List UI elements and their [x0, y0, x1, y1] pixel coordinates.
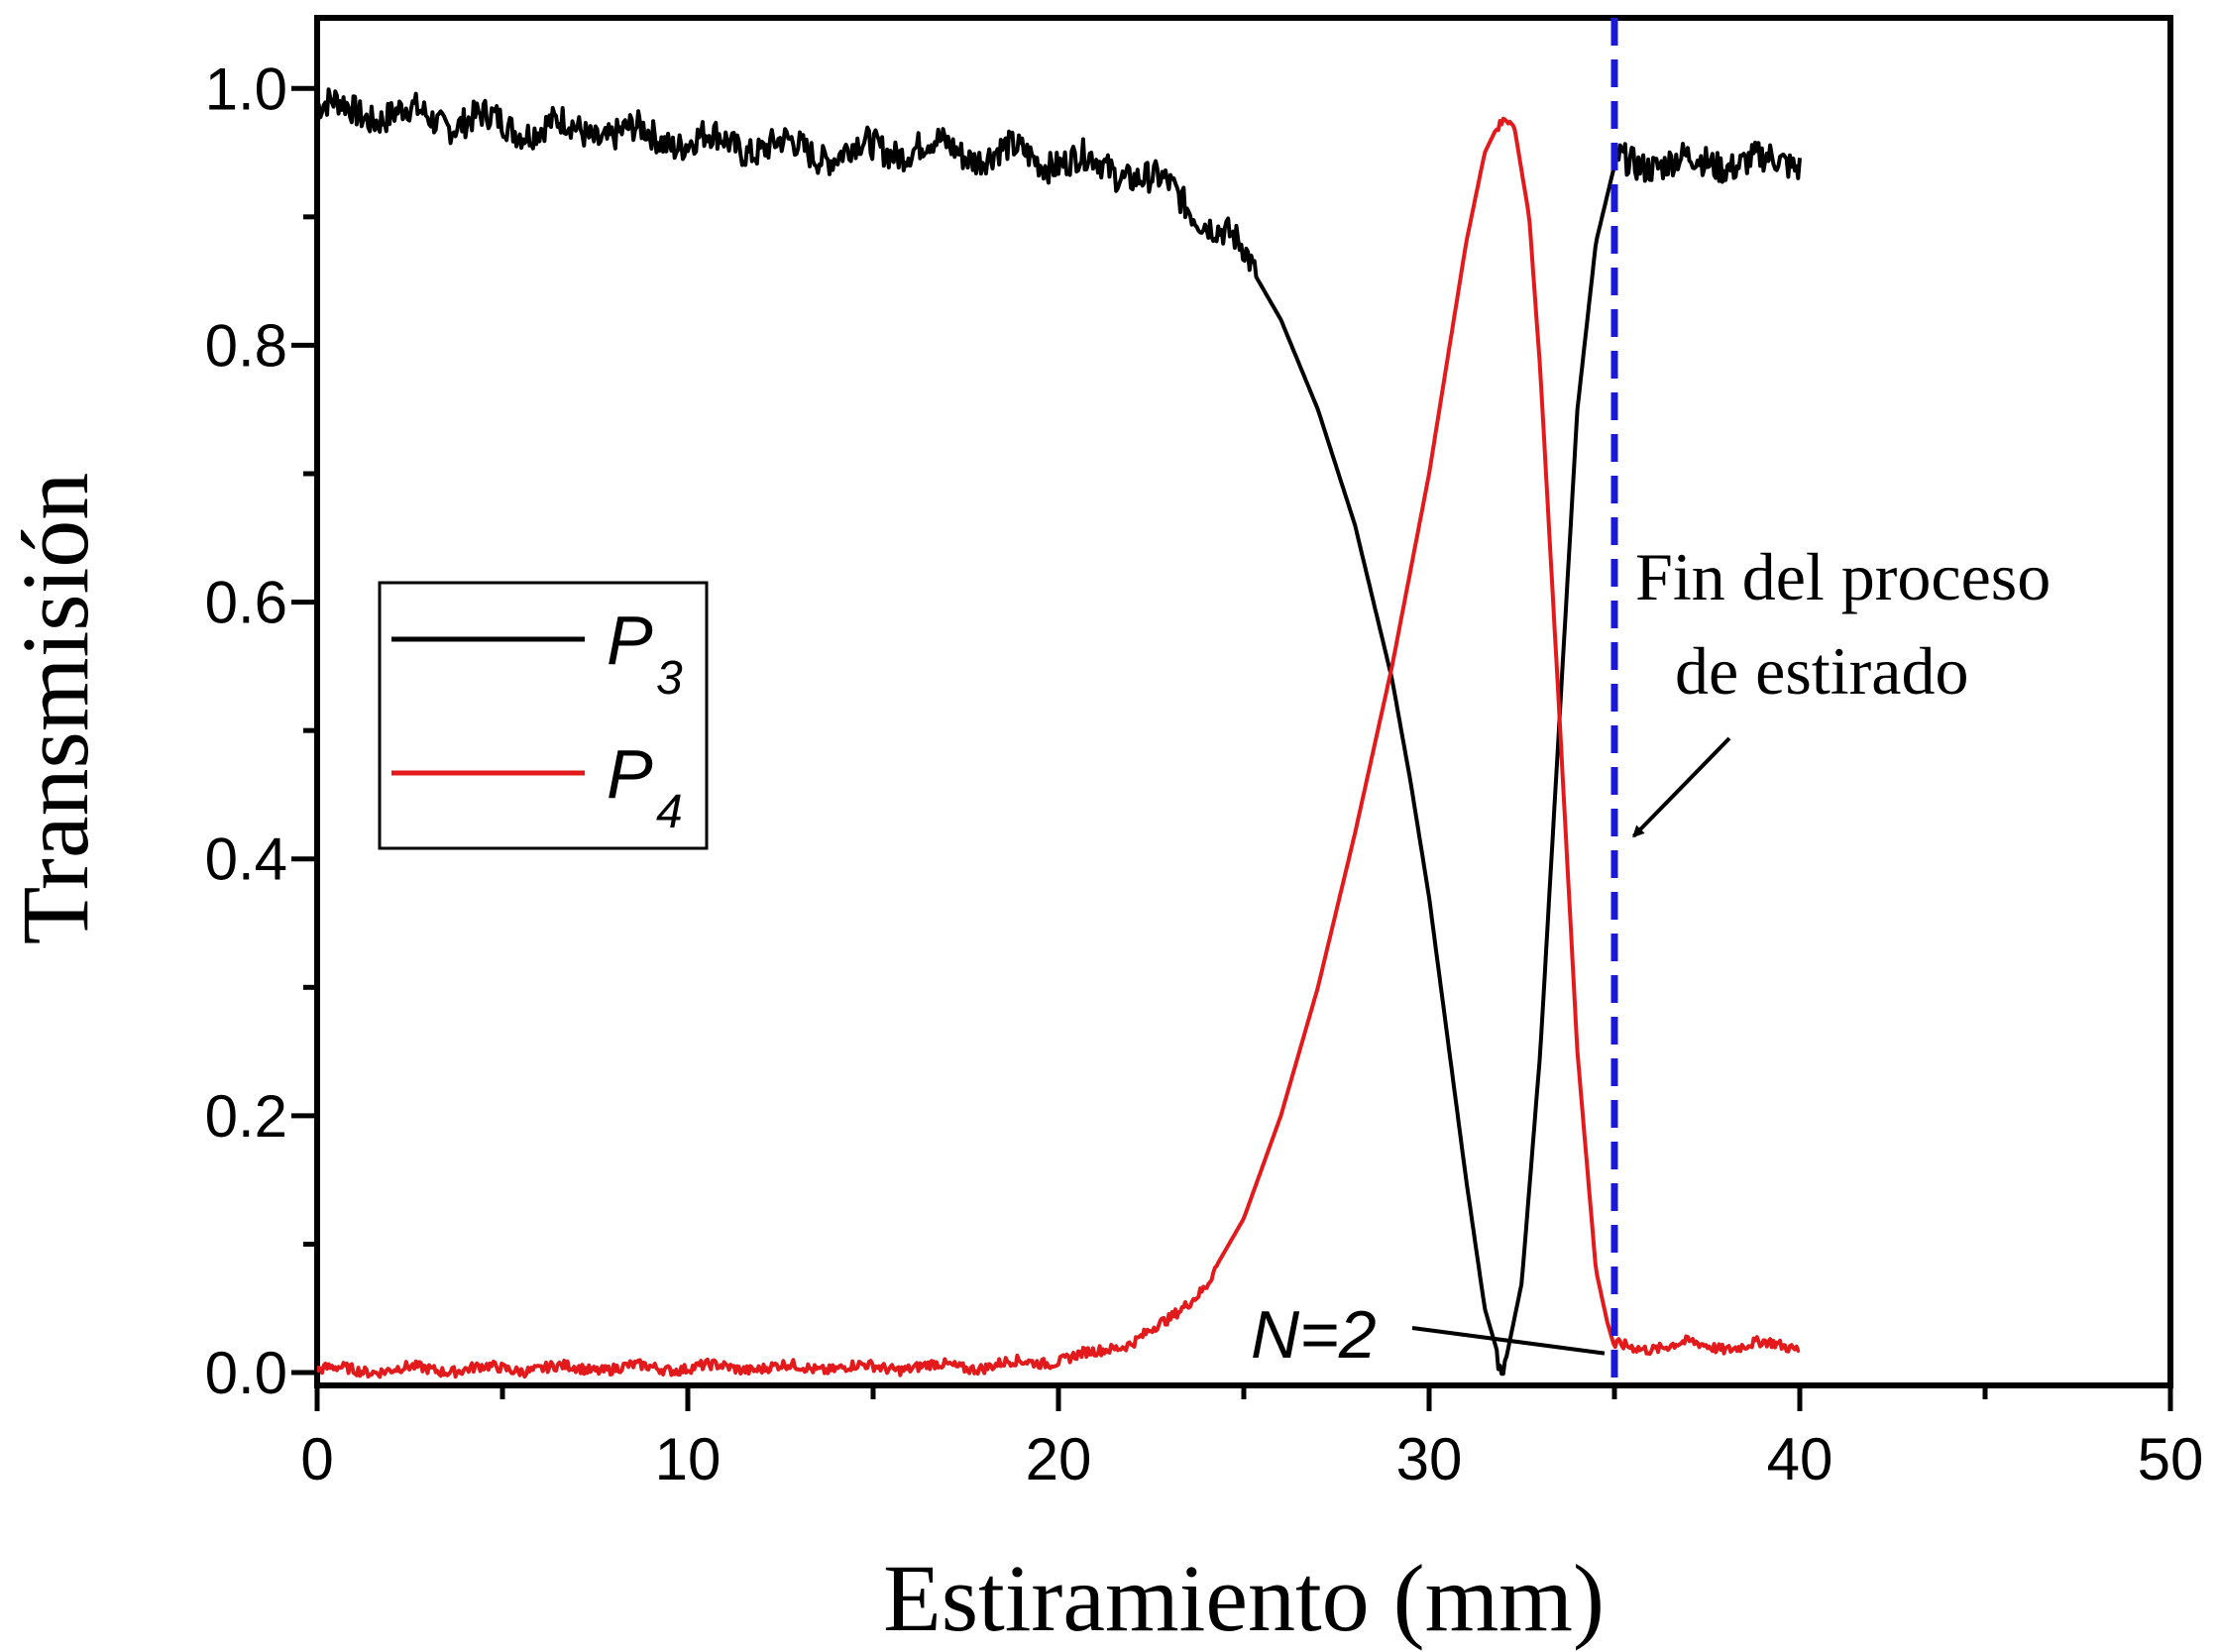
- annotation-arrow: [1411, 1326, 1606, 1356]
- series-line-p3: [317, 87, 1802, 1377]
- legend-sub-p3: 3: [656, 652, 683, 705]
- x-tick-label: 50: [2138, 1426, 2204, 1492]
- y-tick-label: 0.6: [205, 570, 287, 636]
- y-tick-label: 0.0: [205, 1340, 287, 1406]
- legend: P 3 P 4: [378, 581, 709, 850]
- legend-sub-p4: 4: [656, 786, 683, 838]
- annotation-n2: N=2: [1251, 1297, 1606, 1373]
- y-axis-title: Transmisión: [2, 473, 108, 945]
- y-tick-label: 1.0: [205, 55, 287, 122]
- x-tick-labels: 0 10 20 30 40 50: [300, 1426, 2203, 1492]
- y-tick-label: 0.8: [205, 312, 287, 379]
- annotation-line-2: de estirado: [1675, 633, 1968, 709]
- x-tick-label: 40: [1767, 1426, 1833, 1492]
- x-axis-title: Estiramiento (mm): [883, 1545, 1605, 1651]
- axis-ticks: [291, 85, 2173, 1411]
- series-line-p4: [317, 116, 1801, 1379]
- x-tick-label: 30: [1396, 1426, 1463, 1492]
- x-tick-label: 10: [655, 1426, 721, 1492]
- y-tick-label: 0.4: [205, 826, 287, 893]
- x-tick-label: 20: [1026, 1426, 1092, 1492]
- annotation-n2-label: N=2: [1251, 1297, 1377, 1373]
- annotation-arrow: [1632, 736, 1731, 838]
- legend-label-p4: P: [607, 735, 653, 813]
- legend-label-p3: P: [607, 602, 653, 679]
- annotation-end-of-stretch: Fin del proceso de estirado: [1632, 539, 2051, 838]
- annotation-line-1: Fin del proceso: [1635, 539, 2051, 614]
- x-tick-label: 0: [300, 1426, 333, 1492]
- y-tick-label: 0.2: [205, 1083, 287, 1150]
- y-tick-labels: 0.0 0.2 0.4 0.6 0.8 1.0: [205, 55, 287, 1406]
- legend-box: [378, 581, 709, 850]
